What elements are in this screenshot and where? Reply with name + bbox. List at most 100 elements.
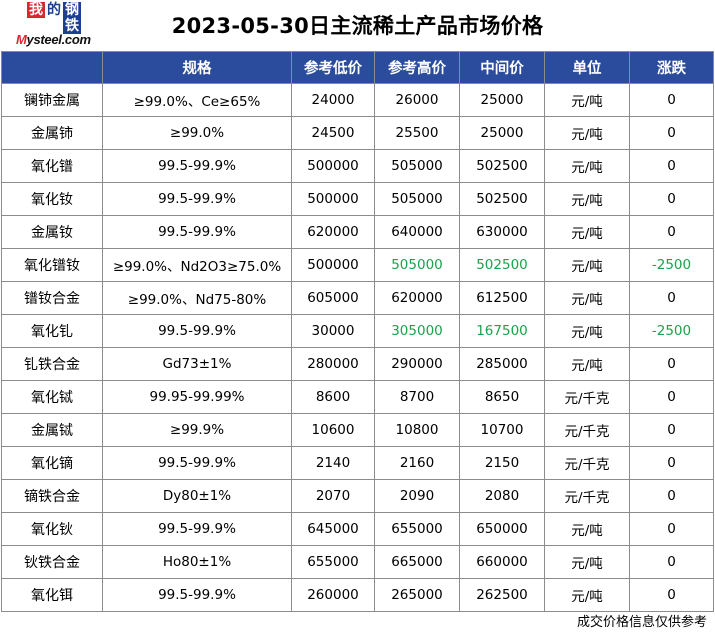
mid-price-cell: 285000 [459,347,545,381]
low-price-cell: 655000 [291,545,375,579]
low-price-cell: 8600 [291,380,375,414]
unit-cell: 元/吨 [544,182,630,216]
mid-price-cell: 167500 [459,314,545,348]
unit-cell: 元/千克 [544,380,630,414]
table-row: 金属铽 ≥99.9% 10600 10800 10700 元/千克 0 [1,413,714,447]
logo-chars: 我 的 钢铁 [27,2,81,34]
spec-cell: ≥99.0%、Nd2O3≥75.0% [102,248,292,282]
product-name-cell: 金属铽 [1,413,103,447]
table-row: 钆铁合金 Gd73±1% 280000 290000 285000 元/吨 0 [1,347,714,381]
spec-cell: 99.5-99.9% [102,182,292,216]
mid-price-cell: 25000 [459,83,545,117]
column-header: 参考高价 [374,51,460,84]
product-name-cell: 镨钕合金 [1,281,103,315]
low-price-cell: 2140 [291,446,375,480]
spec-cell: 99.5-99.9% [102,512,292,546]
change-cell: 0 [629,116,714,150]
high-price-cell: 665000 [374,545,460,579]
product-name-cell: 镝铁合金 [1,479,103,513]
high-price-cell: 265000 [374,578,460,612]
spec-cell: 99.5-99.9% [102,578,292,612]
spec-cell: 99.5-99.9% [102,446,292,480]
table-row: 氧化铽 99.95-99.99% 8600 8700 8650 元/千克 0 [1,380,714,414]
mid-price-cell: 630000 [459,215,545,249]
spec-cell: 99.5-99.9% [102,215,292,249]
product-name-cell: 钬铁合金 [1,545,103,579]
low-price-cell: 500000 [291,182,375,216]
high-price-cell: 26000 [374,83,460,117]
table-row: 镝铁合金 Dy80±1% 2070 2090 2080 元/千克 0 [1,479,714,513]
change-cell: 0 [629,83,714,117]
footer-note: 成交价格信息仅供参考 [576,615,707,630]
unit-cell: 元/吨 [544,545,630,579]
column-header [1,51,103,84]
unit-cell: 元/吨 [544,248,630,282]
change-cell: 0 [629,149,714,183]
low-price-cell: 620000 [291,215,375,249]
product-name-cell: 镧铈金属 [1,83,103,117]
logo-char: 铁 [63,18,81,34]
unit-cell: 元/吨 [544,281,630,315]
table-row: 氧化钕 99.5-99.9% 500000 505000 502500 元/吨 0 [1,182,714,216]
mid-price-cell: 2080 [459,479,545,513]
column-header: 涨跌 [629,51,714,84]
mid-price-cell: 650000 [459,512,545,546]
spec-cell: 99.5-99.9% [102,149,292,183]
header: 我 的 钢铁 Mysteel.com 2023-05-30日主流稀土产品市场价格 [0,0,715,51]
column-header: 单位 [544,51,630,84]
high-price-cell: 640000 [374,215,460,249]
logo-wordmark: Mysteel.com [16,32,91,47]
mid-price-cell: 660000 [459,545,545,579]
low-price-cell: 260000 [291,578,375,612]
high-price-cell: 505000 [374,149,460,183]
unit-cell: 元/吨 [544,347,630,381]
price-table: 规格 参考低价 参考高价 中间价 单位 涨跌 镧铈金属 ≥99.0%、Ce≥65%… [1,51,714,612]
product-name-cell: 金属铈 [1,116,103,150]
unit-cell: 元/吨 [544,578,630,612]
spec-cell: ≥99.0% [102,116,292,150]
column-header: 参考低价 [291,51,375,84]
product-name-cell: 氧化铽 [1,380,103,414]
low-price-cell: 645000 [291,512,375,546]
mid-price-cell: 502500 [459,182,545,216]
product-name-cell: 钆铁合金 [1,347,103,381]
logo-char: 我 [27,2,45,18]
column-header: 中间价 [459,51,545,84]
mysteel-logo: 我 的 钢铁 Mysteel.com [10,2,110,48]
unit-cell: 元/吨 [544,116,630,150]
column-header: 规格 [102,51,292,84]
high-price-cell: 505000 [374,182,460,216]
mid-price-cell: 8650 [459,380,545,414]
product-name-cell: 氧化钕 [1,182,103,216]
spec-cell: 99.95-99.99% [102,380,292,414]
unit-cell: 元/吨 [544,215,630,249]
change-cell: 0 [629,578,714,612]
spec-cell: ≥99.0%、Nd75-80% [102,281,292,315]
table-row: 氧化镨钕 ≥99.0%、Nd2O3≥75.0% 500000 505000 502500… [1,248,714,282]
table-row: 氧化铒 99.5-99.9% 260000 265000 262500 元/吨 0 [1,578,714,612]
high-price-cell: 2160 [374,446,460,480]
low-price-cell: 280000 [291,347,375,381]
table-row: 镧铈金属 ≥99.0%、Ce≥65% 24000 26000 25000 元/吨 0 [1,83,714,117]
product-name-cell: 氧化镨钕 [1,248,103,282]
low-price-cell: 24000 [291,83,375,117]
unit-cell: 元/吨 [544,512,630,546]
spec-cell: Dy80±1% [102,479,292,513]
mid-price-cell: 10700 [459,413,545,447]
logo-char: 钢 [63,2,81,18]
product-name-cell: 氧化钬 [1,512,103,546]
header-row: 规格 参考低价 参考高价 中间价 单位 涨跌 [1,51,714,84]
change-cell: 0 [629,479,714,513]
unit-cell: 元/吨 [544,83,630,117]
change-cell: 0 [629,413,714,447]
change-cell: 0 [629,545,714,579]
change-cell: -2500 [629,314,714,348]
mid-price-cell: 502500 [459,149,545,183]
table-row: 氧化钬 99.5-99.9% 645000 655000 650000 元/吨 0 [1,512,714,546]
change-cell: 0 [629,446,714,480]
product-name-cell: 氧化铒 [1,578,103,612]
high-price-cell: 10800 [374,413,460,447]
product-name-cell: 金属钕 [1,215,103,249]
mid-price-cell: 612500 [459,281,545,315]
